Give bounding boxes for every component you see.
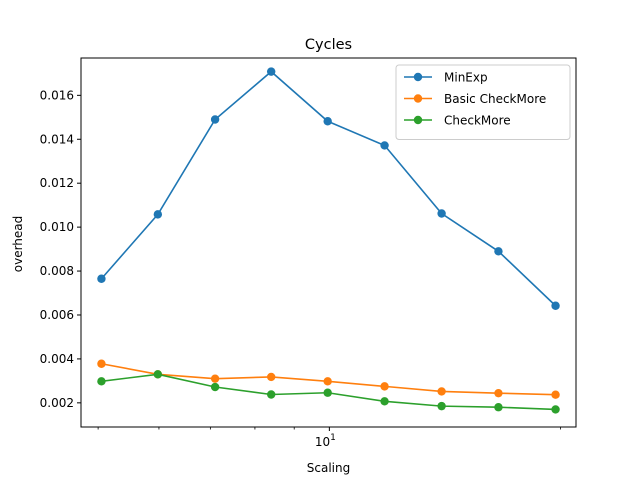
x-tick-label-base: 10 xyxy=(315,435,330,449)
data-point xyxy=(494,247,503,256)
y-tick-label: 0.014 xyxy=(40,132,74,146)
data-point xyxy=(494,388,503,398)
x-axis-label: Scaling xyxy=(307,461,350,475)
data-point xyxy=(494,403,503,412)
data-point xyxy=(266,390,276,399)
x-tick-label-exponent: 1 xyxy=(330,433,336,443)
data-point xyxy=(210,115,220,124)
data-point xyxy=(266,372,276,382)
data-point xyxy=(437,209,446,218)
data-point xyxy=(97,359,106,368)
y-tick-label: 0.008 xyxy=(40,264,74,278)
legend-swatch-marker xyxy=(413,94,423,103)
data-point xyxy=(551,390,560,399)
legend-swatch-marker xyxy=(413,72,423,82)
data-point xyxy=(551,405,560,414)
data-point xyxy=(323,377,332,386)
legend-label: CheckMore xyxy=(444,114,511,128)
data-point xyxy=(437,401,446,411)
y-tick-label: 0.012 xyxy=(40,176,74,190)
y-tick-label: 0.004 xyxy=(40,352,74,366)
data-point xyxy=(266,67,276,76)
y-tick-label: 0.002 xyxy=(40,396,74,410)
legend: MinExp Basic CheckMore CheckMore xyxy=(395,64,571,140)
data-point xyxy=(153,370,163,379)
data-point xyxy=(210,382,220,392)
data-point xyxy=(153,210,163,219)
y-tick-label: 0.016 xyxy=(40,88,74,102)
data-point xyxy=(380,382,389,391)
data-point xyxy=(210,374,220,383)
data-point xyxy=(323,388,332,397)
plot-area: 0.002 0.004 0.006 0.008 0.010 0.012 0.014 0.016… xyxy=(40,67,562,449)
data-point xyxy=(437,387,446,396)
data-point xyxy=(97,377,106,386)
legend-label: Basic CheckMore xyxy=(444,92,546,106)
legend-swatch-marker xyxy=(413,115,423,125)
data-point xyxy=(551,301,560,310)
y-tick-label: 0.006 xyxy=(40,308,74,322)
x-tick-label: 101 xyxy=(315,433,336,449)
data-point xyxy=(323,117,332,126)
chart-title: Cycles xyxy=(305,37,352,53)
y-axis-label: overhead xyxy=(11,216,25,273)
data-point xyxy=(380,141,389,150)
y-tick-label: 0.010 xyxy=(40,220,74,234)
legend-box xyxy=(395,64,571,140)
data-point xyxy=(97,274,106,283)
axes-frame xyxy=(80,57,577,428)
data-point xyxy=(380,397,389,406)
legend-label: MinExp xyxy=(444,71,488,85)
